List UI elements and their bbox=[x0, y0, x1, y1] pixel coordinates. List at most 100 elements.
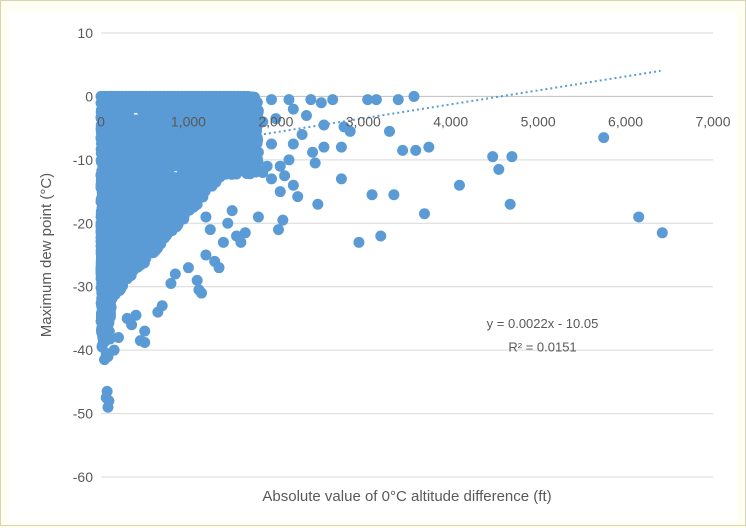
scatter-chart: 0 1,000 2,000 3,000 4,000 5,000 6,000 7,000 10 0… bbox=[38, 25, 731, 505]
data-point bbox=[120, 245, 132, 257]
data-point bbox=[235, 106, 247, 118]
data-point bbox=[139, 337, 151, 349]
data-point bbox=[105, 265, 117, 277]
data-point bbox=[506, 151, 518, 163]
data-point bbox=[633, 211, 645, 223]
data-point bbox=[105, 106, 117, 118]
data-point bbox=[265, 173, 277, 185]
data-point bbox=[105, 167, 117, 179]
data-point bbox=[105, 243, 117, 255]
data-point bbox=[105, 281, 117, 293]
data-point bbox=[307, 146, 319, 158]
data-point bbox=[130, 309, 142, 321]
data-point bbox=[292, 191, 304, 203]
data-point bbox=[105, 121, 117, 133]
y-tick-label: -10 bbox=[73, 152, 93, 168]
data-point bbox=[327, 94, 339, 106]
data-point bbox=[105, 258, 117, 270]
data-point bbox=[277, 214, 289, 226]
data-point bbox=[105, 235, 117, 247]
data-point bbox=[283, 94, 295, 106]
data-point bbox=[244, 122, 256, 134]
data-point bbox=[130, 237, 142, 249]
data-point bbox=[185, 150, 197, 162]
x-tick-label: 1,000 bbox=[171, 113, 206, 129]
data-point bbox=[193, 174, 205, 186]
data-point bbox=[221, 102, 233, 114]
y-tick-label: -40 bbox=[73, 342, 93, 358]
data-point bbox=[97, 106, 109, 118]
data-point bbox=[222, 217, 234, 229]
data-point bbox=[244, 137, 256, 149]
data-point bbox=[190, 186, 202, 198]
y-tick-label: -60 bbox=[73, 469, 93, 485]
data-point bbox=[270, 113, 282, 125]
data-point bbox=[128, 101, 140, 113]
data-point bbox=[144, 224, 156, 236]
data-point bbox=[98, 354, 110, 366]
data-point bbox=[148, 174, 160, 186]
data-point bbox=[100, 392, 112, 404]
data-point bbox=[97, 304, 109, 316]
data-point bbox=[105, 182, 117, 194]
data-point bbox=[105, 174, 117, 186]
data-point bbox=[156, 124, 168, 136]
data-point bbox=[124, 267, 136, 279]
data-point bbox=[362, 94, 374, 106]
data-point bbox=[102, 401, 114, 413]
y-tick-label: 0 bbox=[85, 88, 93, 104]
data-point bbox=[159, 174, 171, 186]
data-point bbox=[423, 141, 435, 153]
data-point bbox=[97, 182, 109, 194]
data-point bbox=[142, 235, 154, 247]
data-point bbox=[265, 94, 277, 106]
data-point bbox=[113, 136, 125, 148]
data-point bbox=[182, 262, 194, 274]
data-point bbox=[131, 163, 143, 175]
data-point bbox=[218, 152, 230, 164]
data-point bbox=[170, 152, 182, 164]
data-point bbox=[123, 112, 135, 124]
data-point bbox=[493, 163, 505, 175]
data-point bbox=[196, 287, 208, 299]
data-point bbox=[257, 167, 269, 179]
data-point bbox=[147, 151, 159, 163]
data-point bbox=[209, 112, 221, 124]
data-point bbox=[265, 138, 277, 150]
data-point bbox=[274, 160, 286, 172]
data-point bbox=[164, 206, 176, 218]
data-point bbox=[162, 216, 174, 228]
data-point bbox=[105, 220, 117, 232]
data-point bbox=[97, 151, 109, 163]
data-point bbox=[105, 113, 117, 125]
data-point bbox=[191, 274, 203, 286]
data-point bbox=[366, 189, 378, 201]
data-point bbox=[408, 90, 420, 102]
data-point bbox=[309, 157, 321, 169]
data-point bbox=[115, 234, 127, 246]
y-tick-label: -20 bbox=[73, 215, 93, 231]
trendline-r2: R² = 0.0151 bbox=[508, 339, 576, 354]
data-point bbox=[252, 146, 264, 158]
data-point bbox=[397, 144, 409, 156]
data-point bbox=[97, 144, 109, 156]
data-point bbox=[283, 154, 295, 166]
data-point bbox=[105, 159, 117, 171]
data-point bbox=[97, 128, 109, 140]
y-tick-label: -50 bbox=[73, 406, 93, 422]
data-point bbox=[169, 268, 181, 280]
x-axis-label: Absolute value of 0°C altitude differenc… bbox=[262, 488, 551, 505]
data-point bbox=[115, 162, 127, 174]
data-point bbox=[139, 325, 151, 337]
data-point bbox=[504, 198, 516, 210]
data-point bbox=[97, 136, 109, 148]
data-point bbox=[97, 258, 109, 270]
data-point bbox=[226, 205, 238, 217]
data-point bbox=[410, 144, 422, 156]
y-axis-label: Maximum dew point (°C) bbox=[38, 173, 55, 337]
data-point bbox=[196, 115, 208, 127]
data-point bbox=[370, 94, 382, 106]
y-tick-labels: 10 0 -10 -20 -30 -40 -50 -60 bbox=[73, 25, 93, 485]
data-point bbox=[154, 200, 166, 212]
